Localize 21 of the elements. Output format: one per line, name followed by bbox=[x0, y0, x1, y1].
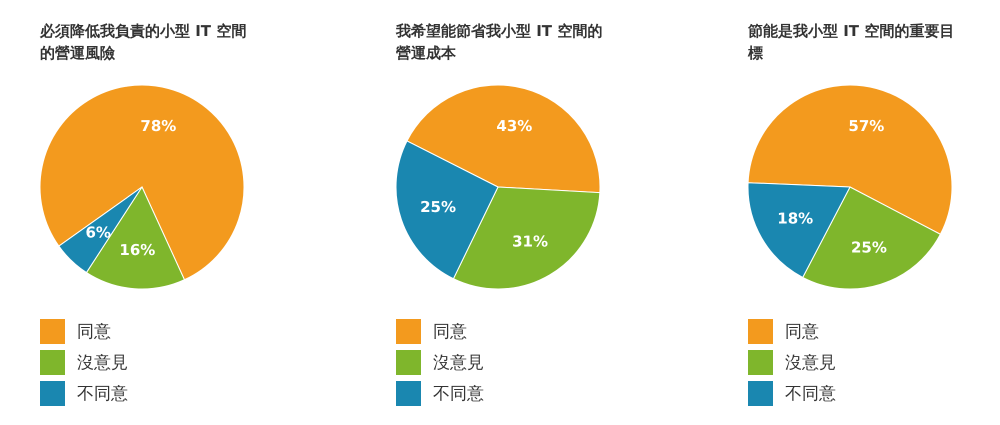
data-label: 16% bbox=[119, 241, 156, 260]
legend-label: 不同意 bbox=[785, 383, 836, 405]
chart-title: 我希望能節省我小型 IT 空間的營運成本 bbox=[396, 21, 604, 64]
data-label: 31% bbox=[512, 232, 548, 251]
legend-label: 沒意見 bbox=[785, 352, 836, 374]
legend-label: 沒意見 bbox=[433, 352, 484, 374]
data-label: 25% bbox=[420, 198, 456, 216]
legend-label: 同意 bbox=[433, 321, 467, 343]
legend-label: 不同意 bbox=[433, 383, 484, 405]
legend-label: 同意 bbox=[785, 321, 819, 343]
data-label: 57% bbox=[848, 116, 884, 135]
legend-label: 不同意 bbox=[77, 383, 128, 405]
data-label: 25% bbox=[850, 238, 887, 256]
data-label: 6% bbox=[85, 224, 111, 242]
legend-label: 同意 bbox=[77, 321, 111, 343]
chart-title: 節能是我小型 IT 空間的重要目標 bbox=[748, 21, 956, 64]
data-label: 78% bbox=[140, 116, 176, 135]
data-label: 43% bbox=[496, 116, 532, 135]
legend-label: 沒意見 bbox=[77, 352, 128, 374]
chart-title: 必須降低我負責的小型 IT 空間的營運風險 bbox=[40, 21, 248, 64]
data-label: 18% bbox=[777, 210, 814, 228]
